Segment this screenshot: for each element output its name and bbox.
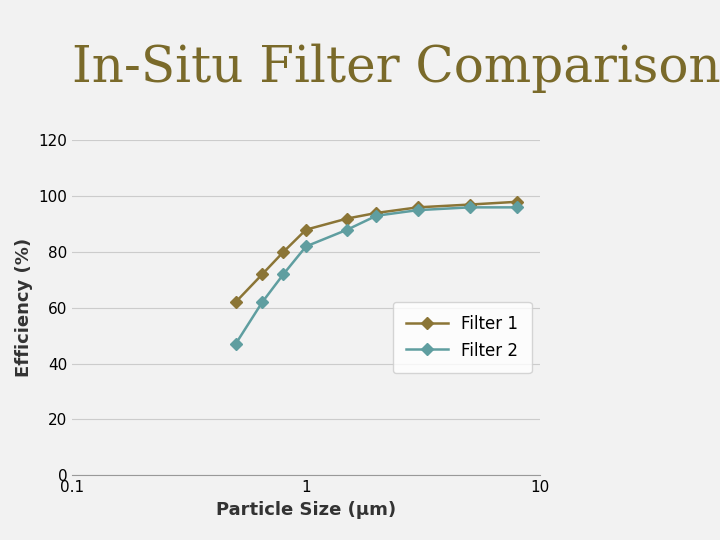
- Filter 2: [343, 226, 351, 233]
- Filter 1: [372, 210, 381, 216]
- Filter 2: [513, 204, 522, 211]
- Legend: Filter 1, Filter 2: Filter 1, Filter 2: [393, 302, 531, 373]
- Filter 1: [231, 299, 240, 306]
- Filter 1: [465, 201, 474, 208]
- Filter 1: [302, 226, 310, 233]
- Filter 1: [279, 249, 288, 255]
- Filter 2: [258, 299, 266, 306]
- Line: Filter 2: Filter 2: [231, 203, 521, 348]
- Filter 1: [258, 271, 266, 278]
- X-axis label: Particle Size (μm): Particle Size (μm): [216, 501, 396, 518]
- Filter 2: [302, 243, 310, 249]
- Filter 2: [279, 271, 288, 278]
- Filter 2: [413, 207, 422, 213]
- Filter 2: [465, 204, 474, 211]
- Filter 1: [413, 204, 422, 211]
- Filter 1: [513, 199, 522, 205]
- Line: Filter 1: Filter 1: [231, 198, 521, 306]
- Filter 1: [343, 215, 351, 222]
- Y-axis label: Efficiency (%): Efficiency (%): [14, 238, 32, 377]
- Text: In-Situ Filter Comparison: In-Situ Filter Comparison: [72, 43, 720, 93]
- Filter 2: [372, 212, 381, 219]
- Filter 2: [231, 341, 240, 347]
